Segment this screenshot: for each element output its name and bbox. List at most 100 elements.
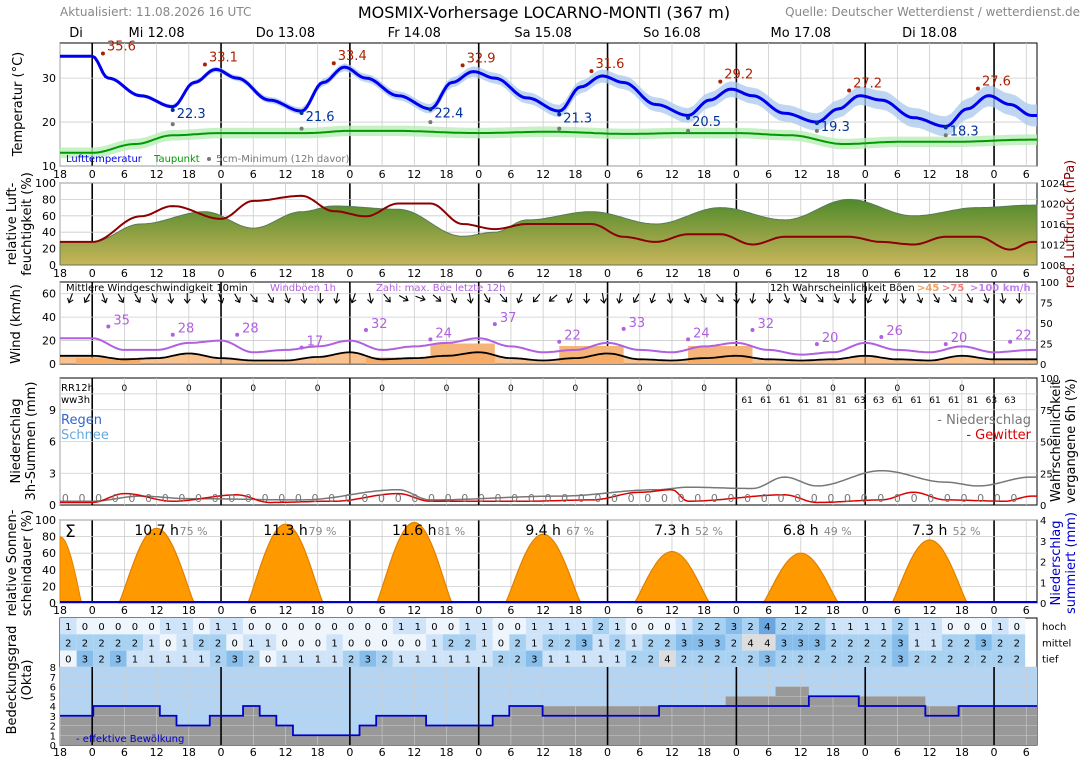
wind-arrow-shaft <box>468 292 472 304</box>
cloud-value-mittel: 3 <box>581 638 587 649</box>
wind-arrow <box>799 293 807 304</box>
rr12h-value: 0 <box>508 384 514 394</box>
cloud-cell-tief <box>625 650 643 667</box>
cloud-cell-tief <box>775 650 793 667</box>
cloud-cell-tief <box>276 650 293 667</box>
wind-arrow-head <box>252 296 258 303</box>
cloud-value-tief: 3 <box>764 655 770 666</box>
wind-arrow-head <box>349 297 357 304</box>
cloud-value-hoch: 1 <box>914 622 920 633</box>
cloud-value-hoch: 1 <box>165 622 171 633</box>
min5-point <box>299 126 304 131</box>
cloud-cell-mittel <box>559 634 576 651</box>
cloud-value-hoch: 1 <box>564 622 570 633</box>
axis-label: 3h-Summen (mm) <box>24 382 39 501</box>
y-tick: 3 <box>50 712 56 723</box>
wind-arrow-head <box>1015 298 1023 304</box>
hour-tick-1: 12 <box>794 168 808 181</box>
cloud-value-mittel: 2 <box>731 638 737 649</box>
cloud-cell-mittel <box>542 634 560 651</box>
cloud-value-hoch: 1 <box>531 622 537 633</box>
precip-amount: 0 <box>911 492 918 505</box>
source-label: Quelle: Deutscher Wetterdienst / wetterd… <box>785 5 1080 19</box>
y2-tick: 75 <box>1040 299 1053 310</box>
cloud-cell-tief <box>592 650 610 667</box>
cloud-cell-tief <box>259 650 277 667</box>
cloud-cell-mittel <box>426 634 443 651</box>
wind-arrow <box>316 293 324 304</box>
gust-max-point <box>1008 339 1013 344</box>
precip-amount: 0 <box>411 492 418 505</box>
wind-arrow <box>383 293 391 303</box>
ww3h-probability: 61 <box>892 396 903 406</box>
cloud-value-tief: 2 <box>814 655 820 666</box>
cloud-value-hoch: 0 <box>448 622 454 633</box>
wind-arrow <box>200 292 208 304</box>
wind-arrow-shaft <box>415 295 426 301</box>
cloud-cell-tief <box>60 650 77 667</box>
cloud-value-mittel: 2 <box>98 638 104 649</box>
hour-tick-5: 12 <box>536 604 550 617</box>
cloud-cell-hoch <box>392 618 410 635</box>
hour-tick-2: 6 <box>379 267 386 280</box>
wind-arrow <box>733 292 741 304</box>
cloud-cell-mittel <box>409 634 427 651</box>
wind-arrow-head <box>849 298 857 304</box>
cloud-cell-tief <box>792 650 809 667</box>
wind-arrow-head <box>466 298 474 304</box>
cloud-axis-label: Bedeckungsgrad (Okta) <box>5 626 35 735</box>
cloud-value-tief: 2 <box>215 655 221 666</box>
y-tick: 7 <box>50 673 56 684</box>
cloud-cell-mittel <box>875 634 893 651</box>
cloud-value-tief: 3 <box>365 655 371 666</box>
gust-max-point <box>428 337 433 342</box>
wind-arrow-head <box>882 298 890 304</box>
wind-arrow <box>483 293 491 304</box>
rr12h-value: 0 <box>122 384 128 394</box>
cloud-cell-mittel <box>392 634 410 651</box>
gust-max-label: 32 <box>371 317 388 332</box>
precip-amount: 0 <box>511 492 518 505</box>
wind-arrow <box>398 295 409 302</box>
cloud-cell-tief <box>892 650 909 667</box>
cloud-value-tief: 2 <box>797 655 803 666</box>
y-tick: 100 <box>35 177 56 190</box>
y2-tick: 100 <box>1040 374 1059 385</box>
wind-arrow <box>333 292 341 304</box>
wind-arrow-head <box>200 298 208 304</box>
precip-amount: 0 <box>195 492 202 505</box>
precip-amount: 0 <box>977 492 984 505</box>
cloud-value-hoch: 1 <box>881 622 887 633</box>
cloud-cell-mittel <box>775 634 793 651</box>
cloud-cell-hoch <box>509 618 526 635</box>
cloud-cell-mittel <box>808 634 826 651</box>
gust-max-point <box>492 322 497 327</box>
cloud-cell-tief <box>509 650 526 667</box>
cloud-cell-mittel <box>193 634 210 651</box>
hour-tick-2: 18 <box>955 267 969 280</box>
min5-point <box>686 128 691 133</box>
cloud-value-tief: 1 <box>548 655 554 666</box>
wind-arrow <box>167 292 175 304</box>
cloud-value-tief: 1 <box>415 655 421 666</box>
cloud-cell-hoch <box>808 618 826 635</box>
cloud-value-tief: 2 <box>731 655 737 666</box>
gust-max-point <box>943 342 948 347</box>
day-label: Do 13.08 <box>256 26 315 41</box>
y-tick: 80 <box>42 531 56 544</box>
precip-amount: 0 <box>311 492 318 505</box>
axis-label: Bedeckungsgrad <box>5 626 20 735</box>
cloud-value-hoch: 2 <box>598 622 604 633</box>
cloud-cell-hoch <box>342 618 360 635</box>
cloud-cell-tief <box>542 650 560 667</box>
wind-arrow-shaft <box>499 293 508 303</box>
cloud-value-tief: 2 <box>747 655 753 666</box>
sunshine-area <box>118 527 195 604</box>
precip-amount: 0 <box>345 492 352 505</box>
wind-arrow-shaft <box>383 293 391 303</box>
cloud-value-hoch: 0 <box>648 622 654 633</box>
hour-tick-1: 18 <box>440 168 454 181</box>
cloud-value-mittel: 0 <box>398 638 404 649</box>
axis-label: Niederschlag <box>1049 521 1064 606</box>
cloud-value-tief: 0 <box>65 655 71 666</box>
